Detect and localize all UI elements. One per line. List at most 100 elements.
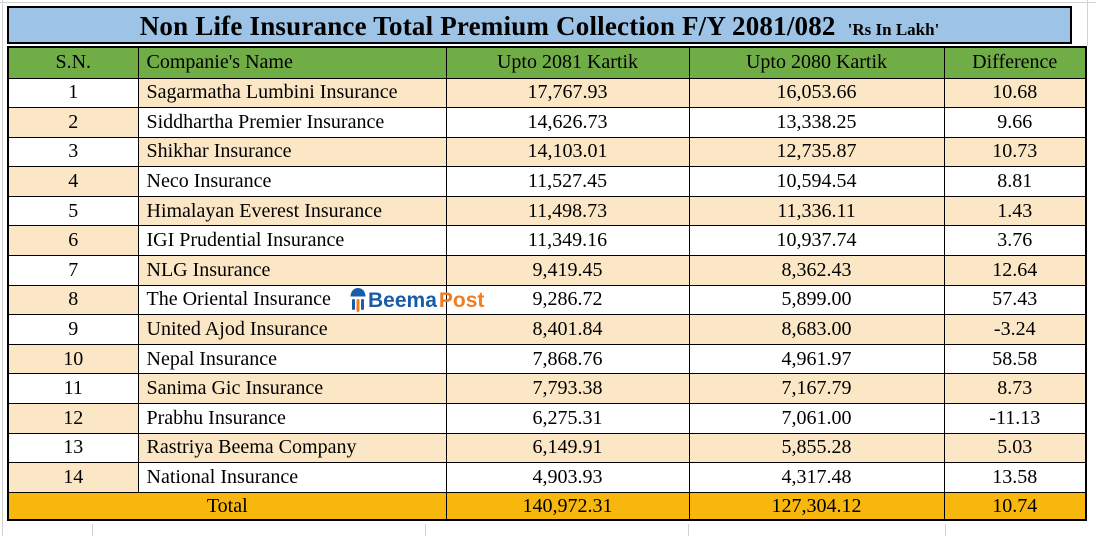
table-title-bar: Non Life Insurance Total Premium Collect… — [7, 6, 1072, 44]
difference-cell: 10.73 — [943, 136, 1087, 168]
upto-2081-cell: 14,103.01 — [445, 136, 690, 168]
total-difference-cell: 10.74 — [943, 491, 1087, 521]
column-header-company: Companie's Name — [137, 46, 447, 79]
difference-cell: 9.66 — [943, 107, 1087, 138]
total-upto-2080-cell: 127,304.12 — [688, 491, 945, 521]
company-name-cell: NLG Insurance — [137, 255, 447, 286]
upto-2081-cell: 6,149.91 — [445, 432, 690, 464]
difference-cell: -11.13 — [943, 403, 1087, 434]
sn-cell: 5 — [7, 195, 139, 227]
difference-cell: -3.24 — [943, 314, 1087, 345]
sheet-gridline — [0, 2, 1096, 3]
column-header-upto-2080: Upto 2080 Kartik — [688, 46, 945, 79]
upto-2080-cell: 5,899.00 — [688, 284, 945, 316]
upto-2080-cell: 16,053.66 — [688, 77, 945, 109]
upto-2081-cell: 9,286.72 — [445, 284, 690, 316]
upto-2080-cell: 12,735.87 — [688, 136, 945, 168]
upto-2081-cell: 4,903.93 — [445, 462, 690, 493]
sn-cell: 9 — [7, 314, 139, 345]
company-name-cell: Nepal Insurance — [137, 343, 447, 375]
sn-cell: 6 — [7, 225, 139, 257]
upto-2080-cell: 10,937.74 — [688, 225, 945, 257]
company-name-cell: IGI Prudential Insurance — [137, 225, 447, 257]
sheet-gridline — [425, 524, 426, 536]
upto-2081-cell: 7,793.38 — [445, 373, 690, 405]
upto-2080-cell: 5,855.28 — [688, 432, 945, 464]
upto-2080-cell: 13,338.25 — [688, 107, 945, 138]
column-header-upto-2081: Upto 2081 Kartik — [445, 46, 690, 79]
upto-2080-cell: 7,061.00 — [688, 403, 945, 434]
difference-cell: 8.73 — [943, 373, 1087, 405]
company-name-cell: Himalayan Everest Insurance — [137, 195, 447, 227]
difference-cell: 1.43 — [943, 195, 1087, 227]
sn-cell: 8 — [7, 284, 139, 316]
company-name-cell: Rastriya Beema Company — [137, 432, 447, 464]
upto-2081-cell: 9,419.45 — [445, 255, 690, 286]
header-row: S.N. Companie's Name Upto 2081 Kartik Up… — [7, 46, 1087, 79]
table-row: 4 Neco Insurance 11,527.45 10,594.54 8.81 — [7, 166, 1087, 197]
sheet-gridline — [688, 524, 689, 536]
difference-cell: 13.58 — [943, 462, 1087, 493]
table-row: 1 Sagarmatha Lumbini Insurance 17,767.93 16… — [7, 77, 1087, 109]
upto-2081-cell: 14,626.73 — [445, 107, 690, 138]
difference-cell: 10.68 — [943, 77, 1087, 109]
sn-cell: 3 — [7, 136, 139, 168]
table-row: 6 IGI Prudential Insurance 11,349.16 10,937… — [7, 225, 1087, 257]
total-upto-2081-cell: 140,972.31 — [445, 491, 690, 521]
sn-cell: 1 — [7, 77, 139, 109]
table-row: 3 Shikhar Insurance 14,103.01 12,735.87 10.7… — [7, 136, 1087, 168]
sn-cell: 11 — [7, 373, 139, 405]
sn-cell: 10 — [7, 343, 139, 375]
upto-2080-cell: 11,336.11 — [688, 195, 945, 227]
table-row: 7 NLG Insurance 9,419.45 8,362.43 12.64 — [7, 255, 1087, 286]
sheet-gridline — [1087, 0, 1088, 46]
upto-2081-cell: 8,401.84 — [445, 314, 690, 345]
company-name-cell: The Oriental Insurance — [137, 284, 447, 316]
company-name-cell: United Ajod Insurance — [137, 314, 447, 345]
table-row: 9 United Ajod Insurance 8,401.84 8,683.00 -3… — [7, 314, 1087, 345]
sn-cell: 4 — [7, 166, 139, 197]
total-row: Total 140,972.31 127,304.12 10.74 — [7, 491, 1087, 521]
difference-cell: 5.03 — [943, 432, 1087, 464]
company-name-cell: Sagarmatha Lumbini Insurance — [137, 77, 447, 109]
difference-cell: 57.43 — [943, 284, 1087, 316]
total-label-cell: Total — [7, 491, 447, 521]
premium-collection-table: S.N. Companie's Name Upto 2081 Kartik Up… — [7, 46, 1087, 522]
upto-2080-cell: 10,594.54 — [688, 166, 945, 197]
sheet-gridline — [2, 0, 3, 536]
column-header-sn: S.N. — [7, 46, 139, 79]
upto-2081-cell: 17,767.93 — [445, 77, 690, 109]
upto-2081-cell: 6,275.31 — [445, 403, 690, 434]
table-row: 2 Siddhartha Premier Insurance 14,626.73 13… — [7, 107, 1087, 138]
unit-note: 'Rs In Lakh' — [847, 20, 940, 39]
upto-2081-cell: 11,498.73 — [445, 195, 690, 227]
upto-2081-cell: 11,527.45 — [445, 166, 690, 197]
sn-cell: 13 — [7, 432, 139, 464]
upto-2080-cell: 4,961.97 — [688, 343, 945, 375]
sheet-gridline — [945, 524, 946, 536]
sn-cell: 14 — [7, 462, 139, 493]
company-name-cell: Siddhartha Premier Insurance — [137, 107, 447, 138]
table-row: 11 Sanima Gic Insurance 7,793.38 7,167.79 8.… — [7, 373, 1087, 405]
difference-cell: 12.64 — [943, 255, 1087, 286]
upto-2080-cell: 8,683.00 — [688, 314, 945, 345]
table-row: 13 Rastriya Beema Company 6,149.91 5,855.28… — [7, 432, 1087, 464]
company-name-cell: Shikhar Insurance — [137, 136, 447, 168]
company-name-cell: Sanima Gic Insurance — [137, 373, 447, 405]
difference-cell: 3.76 — [943, 225, 1087, 257]
sn-cell: 12 — [7, 403, 139, 434]
upto-2081-cell: 7,868.76 — [445, 343, 690, 375]
difference-cell: 8.81 — [943, 166, 1087, 197]
table-row: 14 National Insurance 4,903.93 4,317.48 13.5… — [7, 462, 1087, 493]
upto-2080-cell: 8,362.43 — [688, 255, 945, 286]
sn-cell: 2 — [7, 107, 139, 138]
company-name-cell: National Insurance — [137, 462, 447, 493]
upto-2081-cell: 11,349.16 — [445, 225, 690, 257]
table-row: 8 The Oriental Insurance 9,286.72 5,899.00 5… — [7, 284, 1087, 316]
company-name-cell: Prabhu Insurance — [137, 403, 447, 434]
column-header-difference: Difference — [943, 46, 1087, 79]
sn-cell: 7 — [7, 255, 139, 286]
upto-2080-cell: 7,167.79 — [688, 373, 945, 405]
sheet-gridline — [92, 524, 93, 536]
page-title: Non Life Insurance Total Premium Collect… — [139, 11, 836, 41]
